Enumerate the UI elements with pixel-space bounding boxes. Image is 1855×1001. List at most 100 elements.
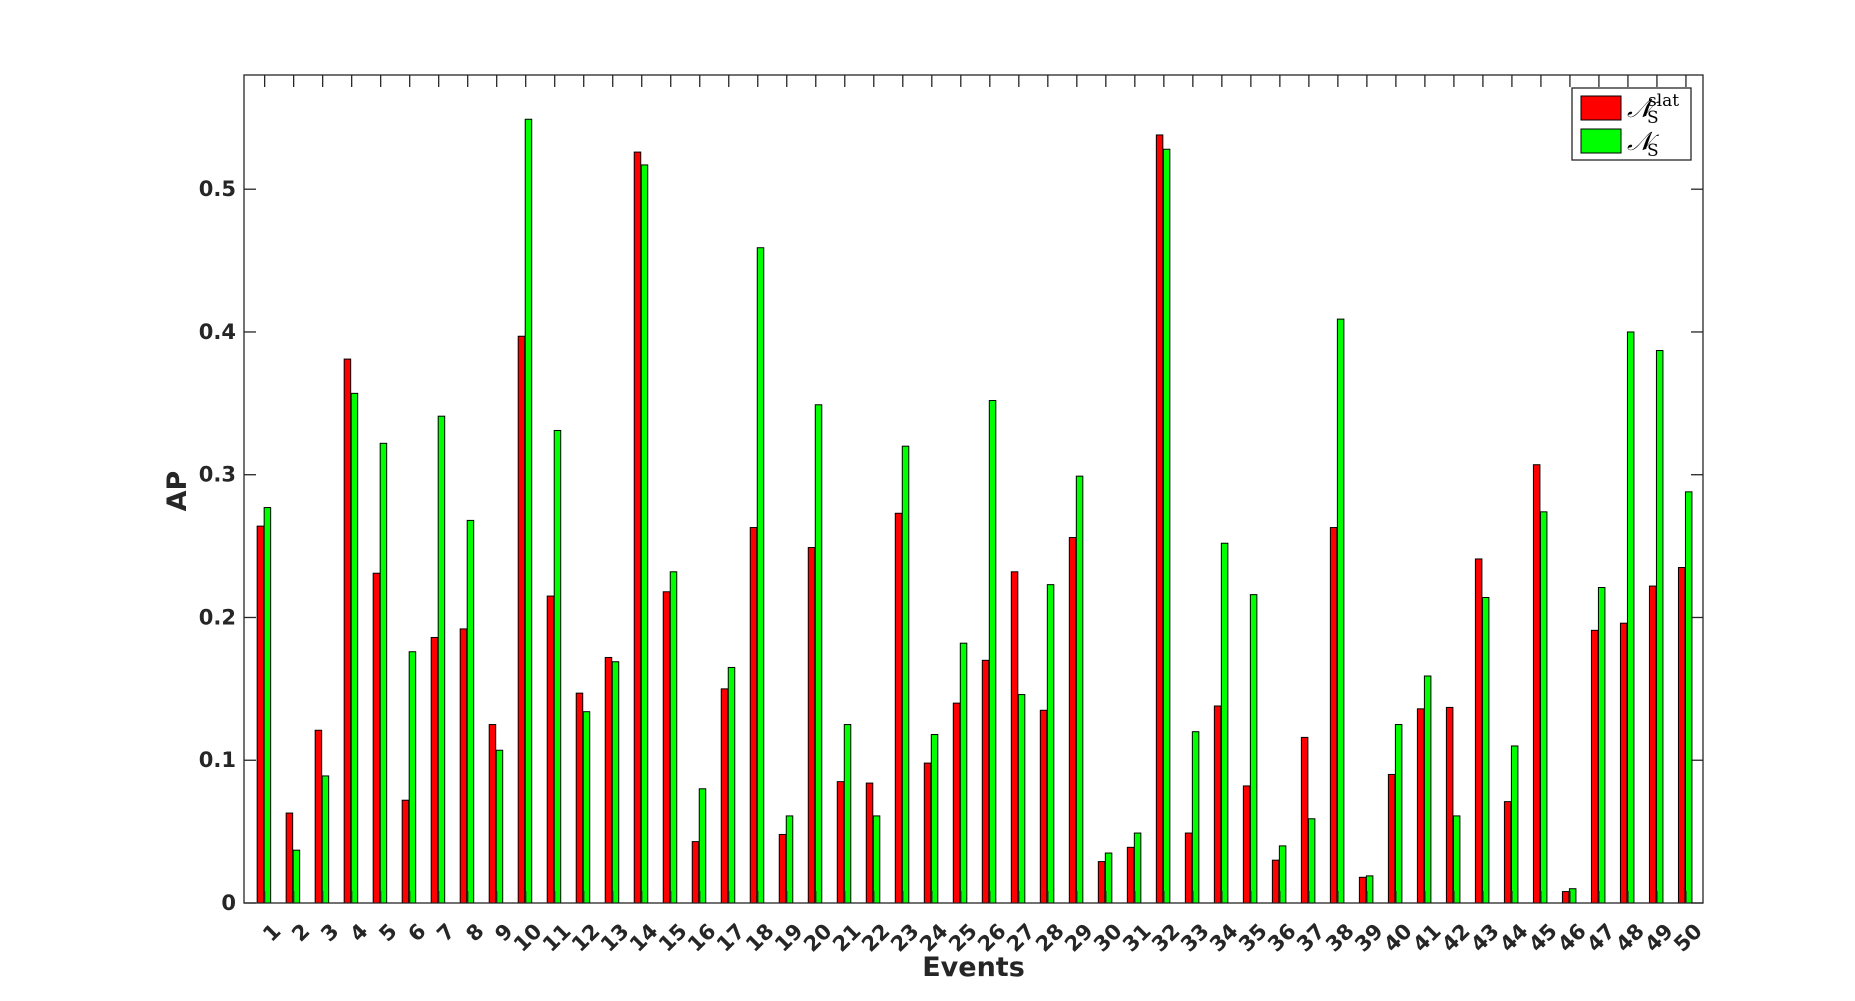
x-tick-label: 4 xyxy=(345,919,372,946)
bar-slat xyxy=(952,702,961,904)
bar-ns xyxy=(1481,596,1490,904)
bar-ns xyxy=(1597,587,1606,904)
bar-ns xyxy=(1075,475,1084,904)
bar-slat xyxy=(1271,859,1280,904)
bar-ns xyxy=(263,507,272,904)
bar-ns xyxy=(843,724,852,904)
bar-slat xyxy=(575,692,584,904)
bar-ns xyxy=(1046,584,1055,904)
bar-slat xyxy=(1039,709,1048,904)
y-tick-label: 0.4 xyxy=(199,320,236,344)
bar-slat xyxy=(923,762,932,904)
bar-ns xyxy=(1655,350,1664,904)
plot-area xyxy=(244,75,1703,903)
bar-slat xyxy=(836,781,845,904)
bar-slat xyxy=(1474,558,1483,904)
bar-ns xyxy=(1510,745,1519,904)
x-tick-label: 3 xyxy=(316,919,343,946)
bar-slat xyxy=(604,656,613,904)
legend-swatch xyxy=(1580,128,1622,154)
x-tick-label: 2 xyxy=(287,919,314,946)
x-tick-label: 8 xyxy=(461,919,488,946)
bar-slat xyxy=(865,782,874,904)
legend-label-sup: slat xyxy=(1648,91,1679,111)
bar-ns xyxy=(640,164,649,904)
bar-slat xyxy=(1358,876,1367,904)
bar-ns xyxy=(1017,694,1026,904)
bar-slat xyxy=(778,833,787,904)
bar-slat xyxy=(1184,832,1193,904)
bar-slat xyxy=(1590,629,1599,904)
bar-ns xyxy=(872,815,881,904)
bar-slat xyxy=(1648,585,1657,904)
bar-slat xyxy=(691,841,700,904)
bar-slat xyxy=(1445,706,1454,904)
bar-ns xyxy=(1220,542,1229,904)
x-tick-label: 1 xyxy=(258,919,285,946)
bar-slat xyxy=(1155,134,1164,904)
x-tick-label: 5 xyxy=(374,919,401,946)
bar-slat xyxy=(1561,891,1570,904)
bar-slat xyxy=(1010,571,1019,904)
bar-ns xyxy=(611,661,620,904)
bar-ns xyxy=(1423,675,1432,904)
bar-slat xyxy=(546,595,555,904)
bar-ns xyxy=(466,519,475,904)
bar-ns xyxy=(1191,731,1200,904)
y-tick-label: 0.3 xyxy=(199,463,236,487)
bar-ns xyxy=(1336,318,1345,904)
bar-slat xyxy=(1416,708,1425,904)
bar-slat xyxy=(1503,801,1512,904)
y-tick-label: 0.5 xyxy=(199,177,236,201)
bar-slat xyxy=(633,151,642,904)
bar-slat xyxy=(430,636,439,904)
bar-ns xyxy=(1452,815,1461,904)
legend-label-sub: S xyxy=(1647,108,1659,128)
bar-ns xyxy=(1626,331,1635,904)
bar-ns xyxy=(1162,148,1171,904)
bar-slat xyxy=(285,812,294,904)
x-tick-label: 6 xyxy=(403,919,430,946)
bar-slat xyxy=(1387,774,1396,904)
bar-slat xyxy=(1242,785,1251,904)
bar-slat xyxy=(517,335,526,904)
bar-ns xyxy=(350,392,359,904)
bar-slat xyxy=(343,358,352,904)
bar-ns xyxy=(959,642,968,904)
bar-ns xyxy=(901,445,910,904)
bar-slat xyxy=(1068,537,1077,904)
bar-ns xyxy=(756,247,765,904)
x-tick-label: 7 xyxy=(432,919,459,946)
bar-ns xyxy=(698,788,707,904)
y-tick-label: 0.2 xyxy=(199,605,236,629)
legend-label-sub: S xyxy=(1647,141,1659,161)
bar-ns xyxy=(785,815,794,904)
bar-ns xyxy=(669,571,678,904)
bar-ns xyxy=(988,399,997,904)
bar-ns xyxy=(553,429,562,904)
x-axis-title: Events xyxy=(922,952,1025,983)
bar-ns xyxy=(814,404,823,904)
bar-slat xyxy=(720,688,729,904)
bar-slat xyxy=(1329,527,1338,904)
y-tick-label: 0.1 xyxy=(199,748,236,772)
plot-frame xyxy=(243,74,1704,904)
bar-slat xyxy=(1213,705,1222,904)
bar-slat xyxy=(459,628,468,904)
bar-ns xyxy=(321,775,330,904)
bar-slat xyxy=(372,572,381,904)
x-tick-label: 50 xyxy=(1669,919,1707,957)
bar-slat xyxy=(1619,622,1628,904)
bar-slat xyxy=(401,799,410,904)
bar-ns xyxy=(408,651,417,904)
bar-ns xyxy=(495,749,504,904)
bar-slat xyxy=(1126,846,1135,904)
bar-slat xyxy=(314,729,323,904)
bar-slat xyxy=(256,525,265,904)
y-axis: 0 0.1 0.2 0.3 0.4 0.5 xyxy=(199,177,1703,915)
bar-slat xyxy=(1097,861,1106,904)
bar-ns xyxy=(524,118,533,904)
bar-ns xyxy=(1394,724,1403,904)
